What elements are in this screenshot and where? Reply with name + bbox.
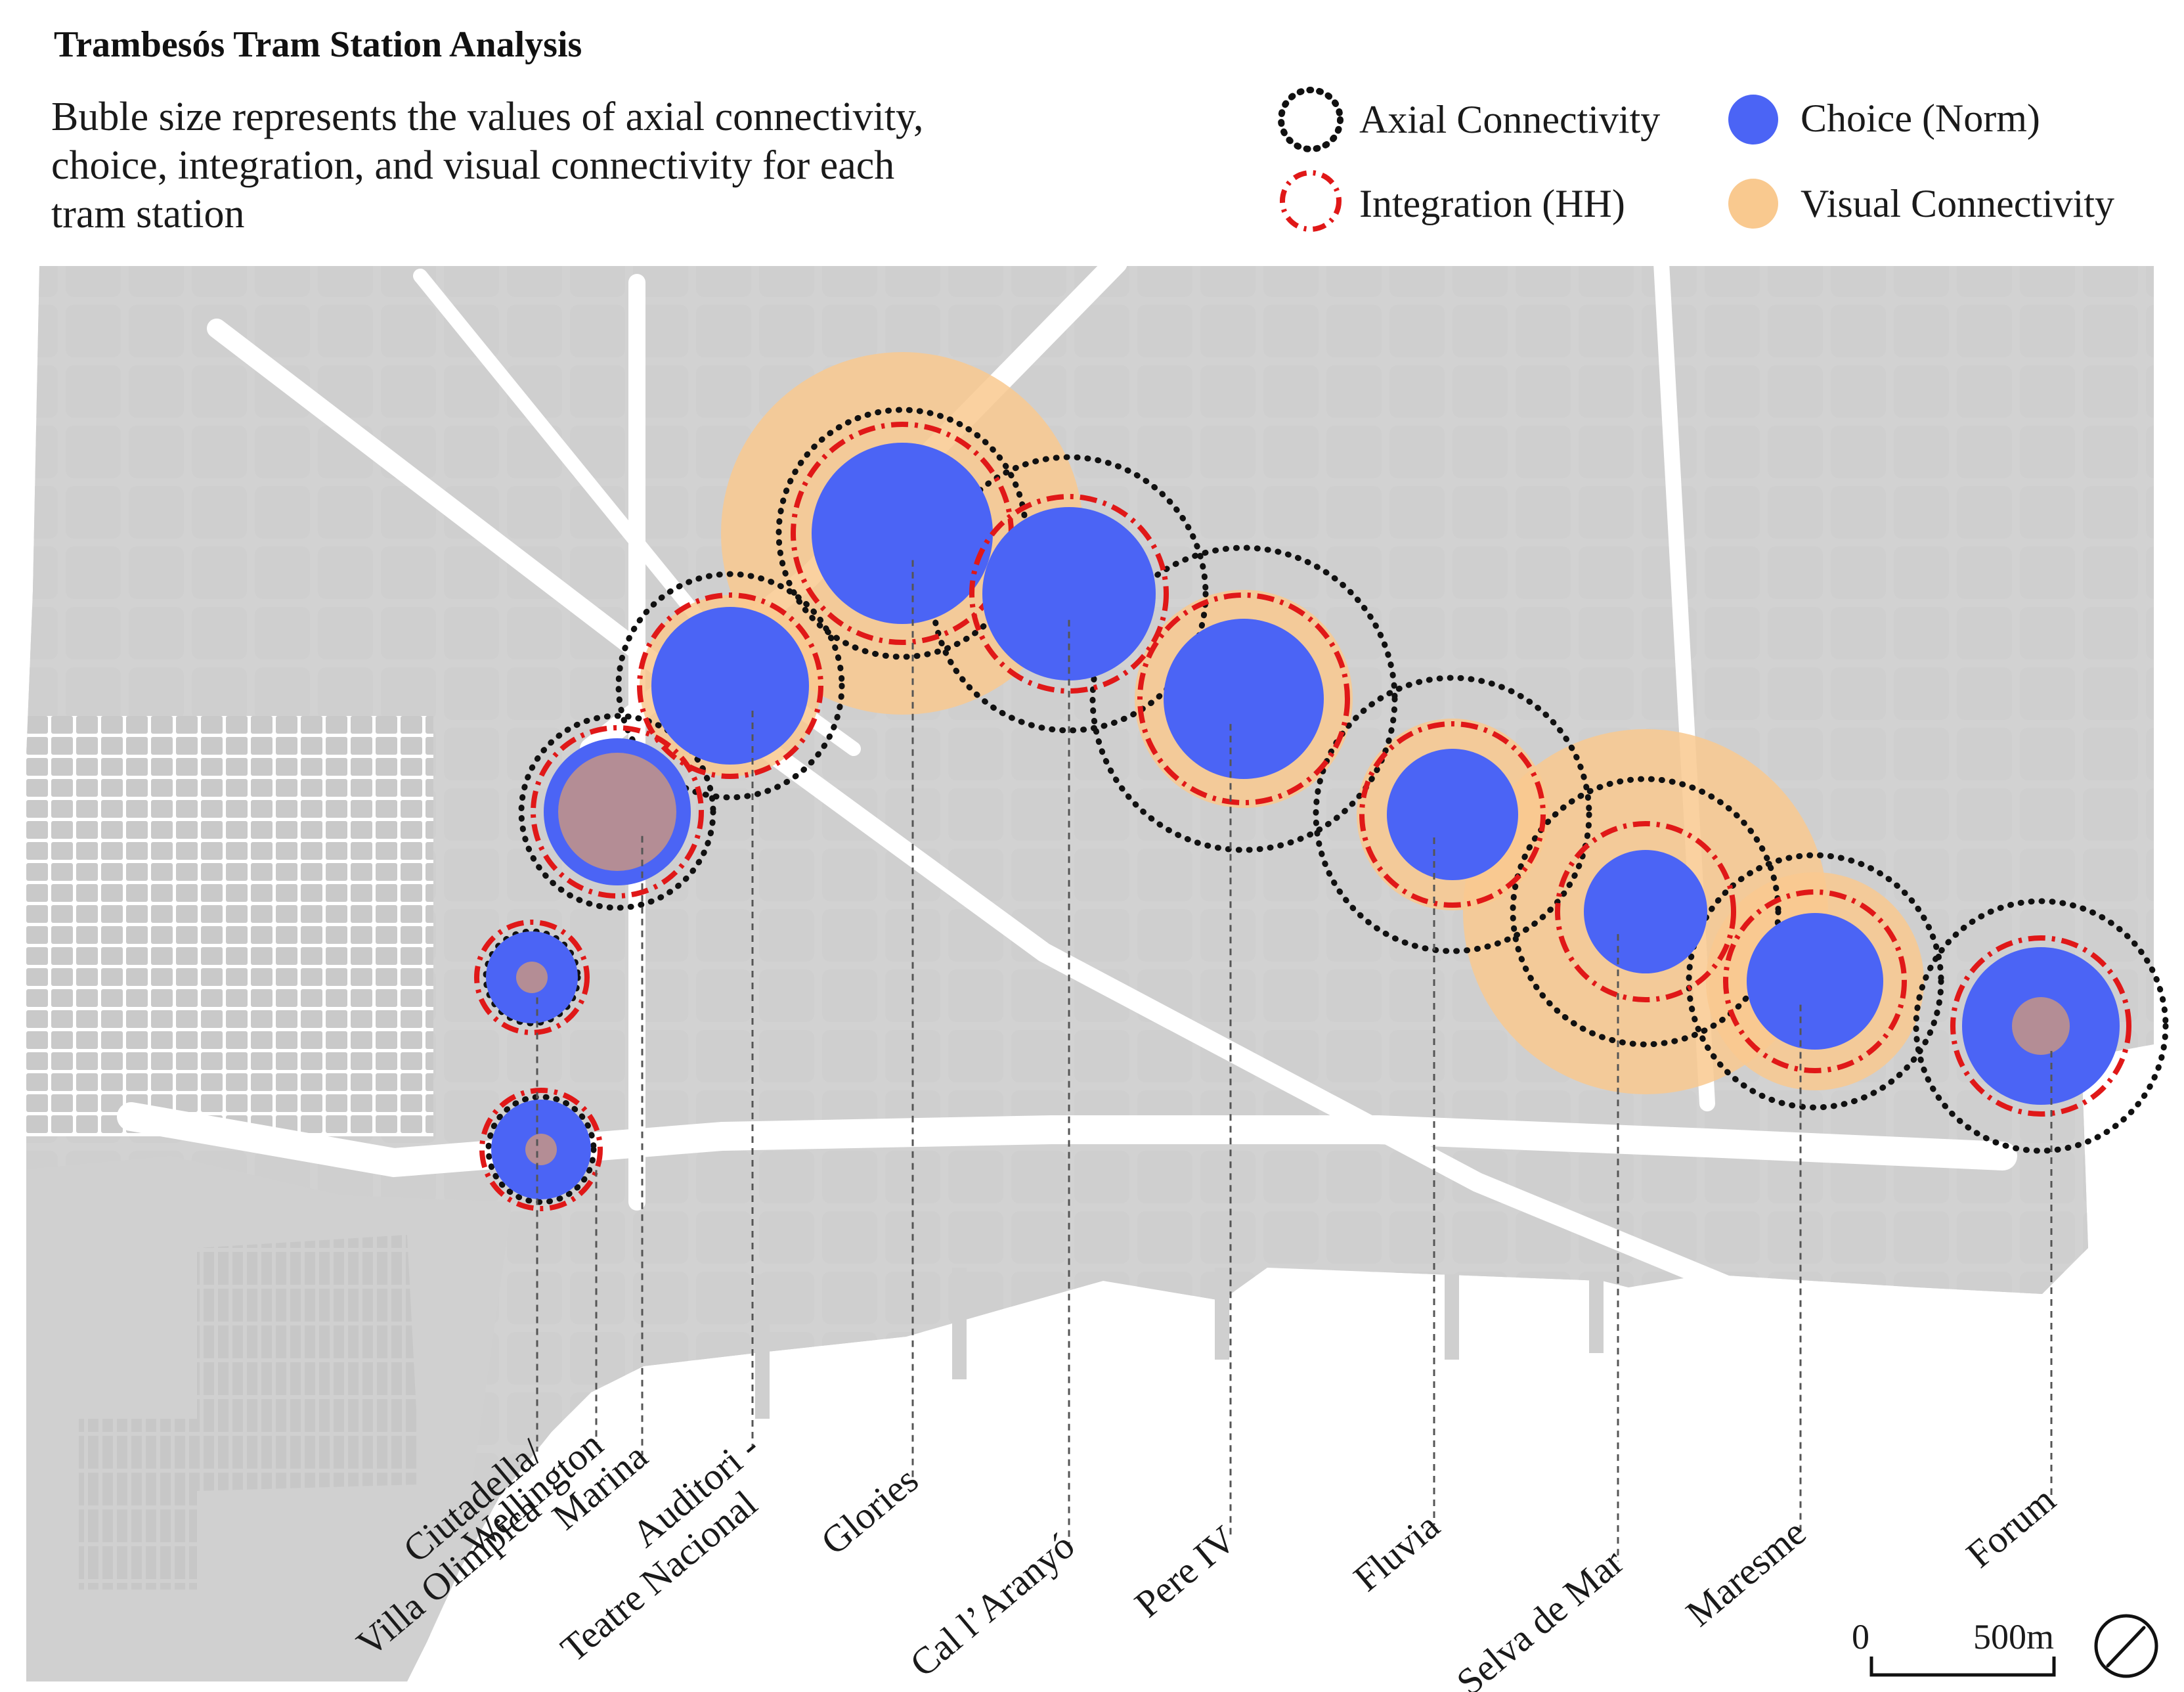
integration-ring-calaranyo xyxy=(969,494,1169,694)
integration-ring-fluvia xyxy=(1359,721,1546,908)
legend-visual-label: Visual Connectivity xyxy=(1801,182,2114,225)
axial-connectivity-ring-auditori xyxy=(615,571,845,801)
description-line-2: choice, integration, and visual connecti… xyxy=(51,143,894,188)
header-background xyxy=(0,0,2184,256)
station-label-pereiv: Pere IV xyxy=(1127,1517,1244,1626)
legend-choice: Choice (Norm) xyxy=(1728,95,2040,145)
legend-choice-label: Choice (Norm) xyxy=(1801,97,2040,140)
station-leader-lines xyxy=(536,560,2053,1561)
legend-integration: Integration (HH) xyxy=(1280,170,1625,232)
description-line-1: Buble size represents the values of axia… xyxy=(51,95,924,139)
axial-connectivity-ring-forum xyxy=(1913,898,2169,1154)
station-label-glories: Glories xyxy=(813,1458,927,1563)
station-label-line: Pere IV xyxy=(1127,1517,1244,1626)
station-label-maresme: Maresme xyxy=(1678,1511,1814,1635)
coastal-road xyxy=(117,1102,2017,1178)
scale-start-label: 0 xyxy=(1852,1617,1869,1657)
beach-piers xyxy=(755,1268,1604,1419)
axial-connectivity-ring-marina xyxy=(518,713,716,911)
port-area xyxy=(26,1156,512,1681)
station-labels: Ciutadella/Villa OlimpicaWellingtonMarin… xyxy=(349,1423,2064,1692)
axial-connectivity-ring-selvademar xyxy=(1510,776,1781,1048)
choice-bubble-auditori xyxy=(651,607,809,765)
legend-axial-symbol xyxy=(1278,87,1343,152)
legend-integration-symbol xyxy=(1280,170,1342,232)
inner-bubble-wellington xyxy=(525,1134,557,1165)
diagonal-avenue xyxy=(207,319,1980,1396)
legend-visual-symbol xyxy=(1728,179,1778,229)
station-label-calaranyo: Cal l’Aranyó xyxy=(902,1524,1082,1685)
legend-axial-label: Axial Connectivity xyxy=(1359,98,1660,141)
legend-visual-connectivity: Visual Connectivity xyxy=(1728,179,2114,229)
choice-bubble-maresme xyxy=(1747,913,1883,1050)
integration-ring-ciutadella xyxy=(474,920,590,1035)
scale-line xyxy=(1869,1657,2056,1677)
integration-ring-forum xyxy=(1950,935,2131,1117)
station-label-forum: Forum xyxy=(1958,1478,2063,1576)
choice-bubble-pereiv xyxy=(1164,619,1324,779)
integration-ring-wellington xyxy=(479,1088,603,1211)
axial-connectivity-ring-fluvia xyxy=(1313,675,1592,954)
axial-connectivity-ring-wellington xyxy=(485,1094,597,1205)
old-town-district xyxy=(26,716,433,1136)
inner-bubble-ciutadella xyxy=(516,962,548,993)
station-label-line: Forum xyxy=(1958,1478,2063,1576)
station-label-selvademar: Selva de Mar xyxy=(1449,1540,1632,1692)
station-label-line: Fluvia xyxy=(1345,1504,1447,1599)
integration-ring-auditori xyxy=(637,592,823,779)
choice-bubble-fluvia xyxy=(1387,749,1518,880)
legend-axial-connectivity: Axial Connectivity xyxy=(1278,87,1660,152)
integration-ring-maresme xyxy=(1723,889,1907,1073)
station-label-fluvia: Fluvia xyxy=(1345,1504,1447,1599)
legend-integration-label: Integration (HH) xyxy=(1359,182,1625,225)
north-arrow-icon xyxy=(2094,1614,2158,1678)
choice-bubble-glories xyxy=(812,443,993,624)
legend-choice-symbol xyxy=(1728,95,1778,145)
legend: Axial Connectivity Integration (HH) Choi… xyxy=(1278,87,2114,232)
integration-ring-selvademar xyxy=(1555,821,1736,1002)
station-label-line: Glories xyxy=(813,1458,927,1563)
station-bubbles xyxy=(474,352,2169,1211)
station-label-line: Cal l’Aranyó xyxy=(902,1524,1082,1685)
integration-ring-marina xyxy=(531,725,704,899)
choice-bubble-selvademar xyxy=(1584,850,1707,973)
station-label-line: Selva de Mar xyxy=(1449,1540,1632,1692)
choice-bubble-calaranyo xyxy=(982,507,1156,680)
chart-title: Trambesós Tram Station Analysis xyxy=(54,24,582,65)
inner-bubble-forum xyxy=(2012,997,2070,1055)
scale-bar: 0 500m xyxy=(1852,1617,2056,1677)
integration-ring-pereiv xyxy=(1137,592,1350,805)
station-label-line: Maresme xyxy=(1678,1511,1814,1635)
inner-bubble-marina xyxy=(558,753,676,871)
axial-connectivity-ring-maresme xyxy=(1686,852,1944,1111)
description-line-3: tram station xyxy=(51,192,244,236)
scale-end-label: 500m xyxy=(1973,1617,2054,1657)
axial-connectivity-ring-pereiv xyxy=(1089,545,1398,853)
